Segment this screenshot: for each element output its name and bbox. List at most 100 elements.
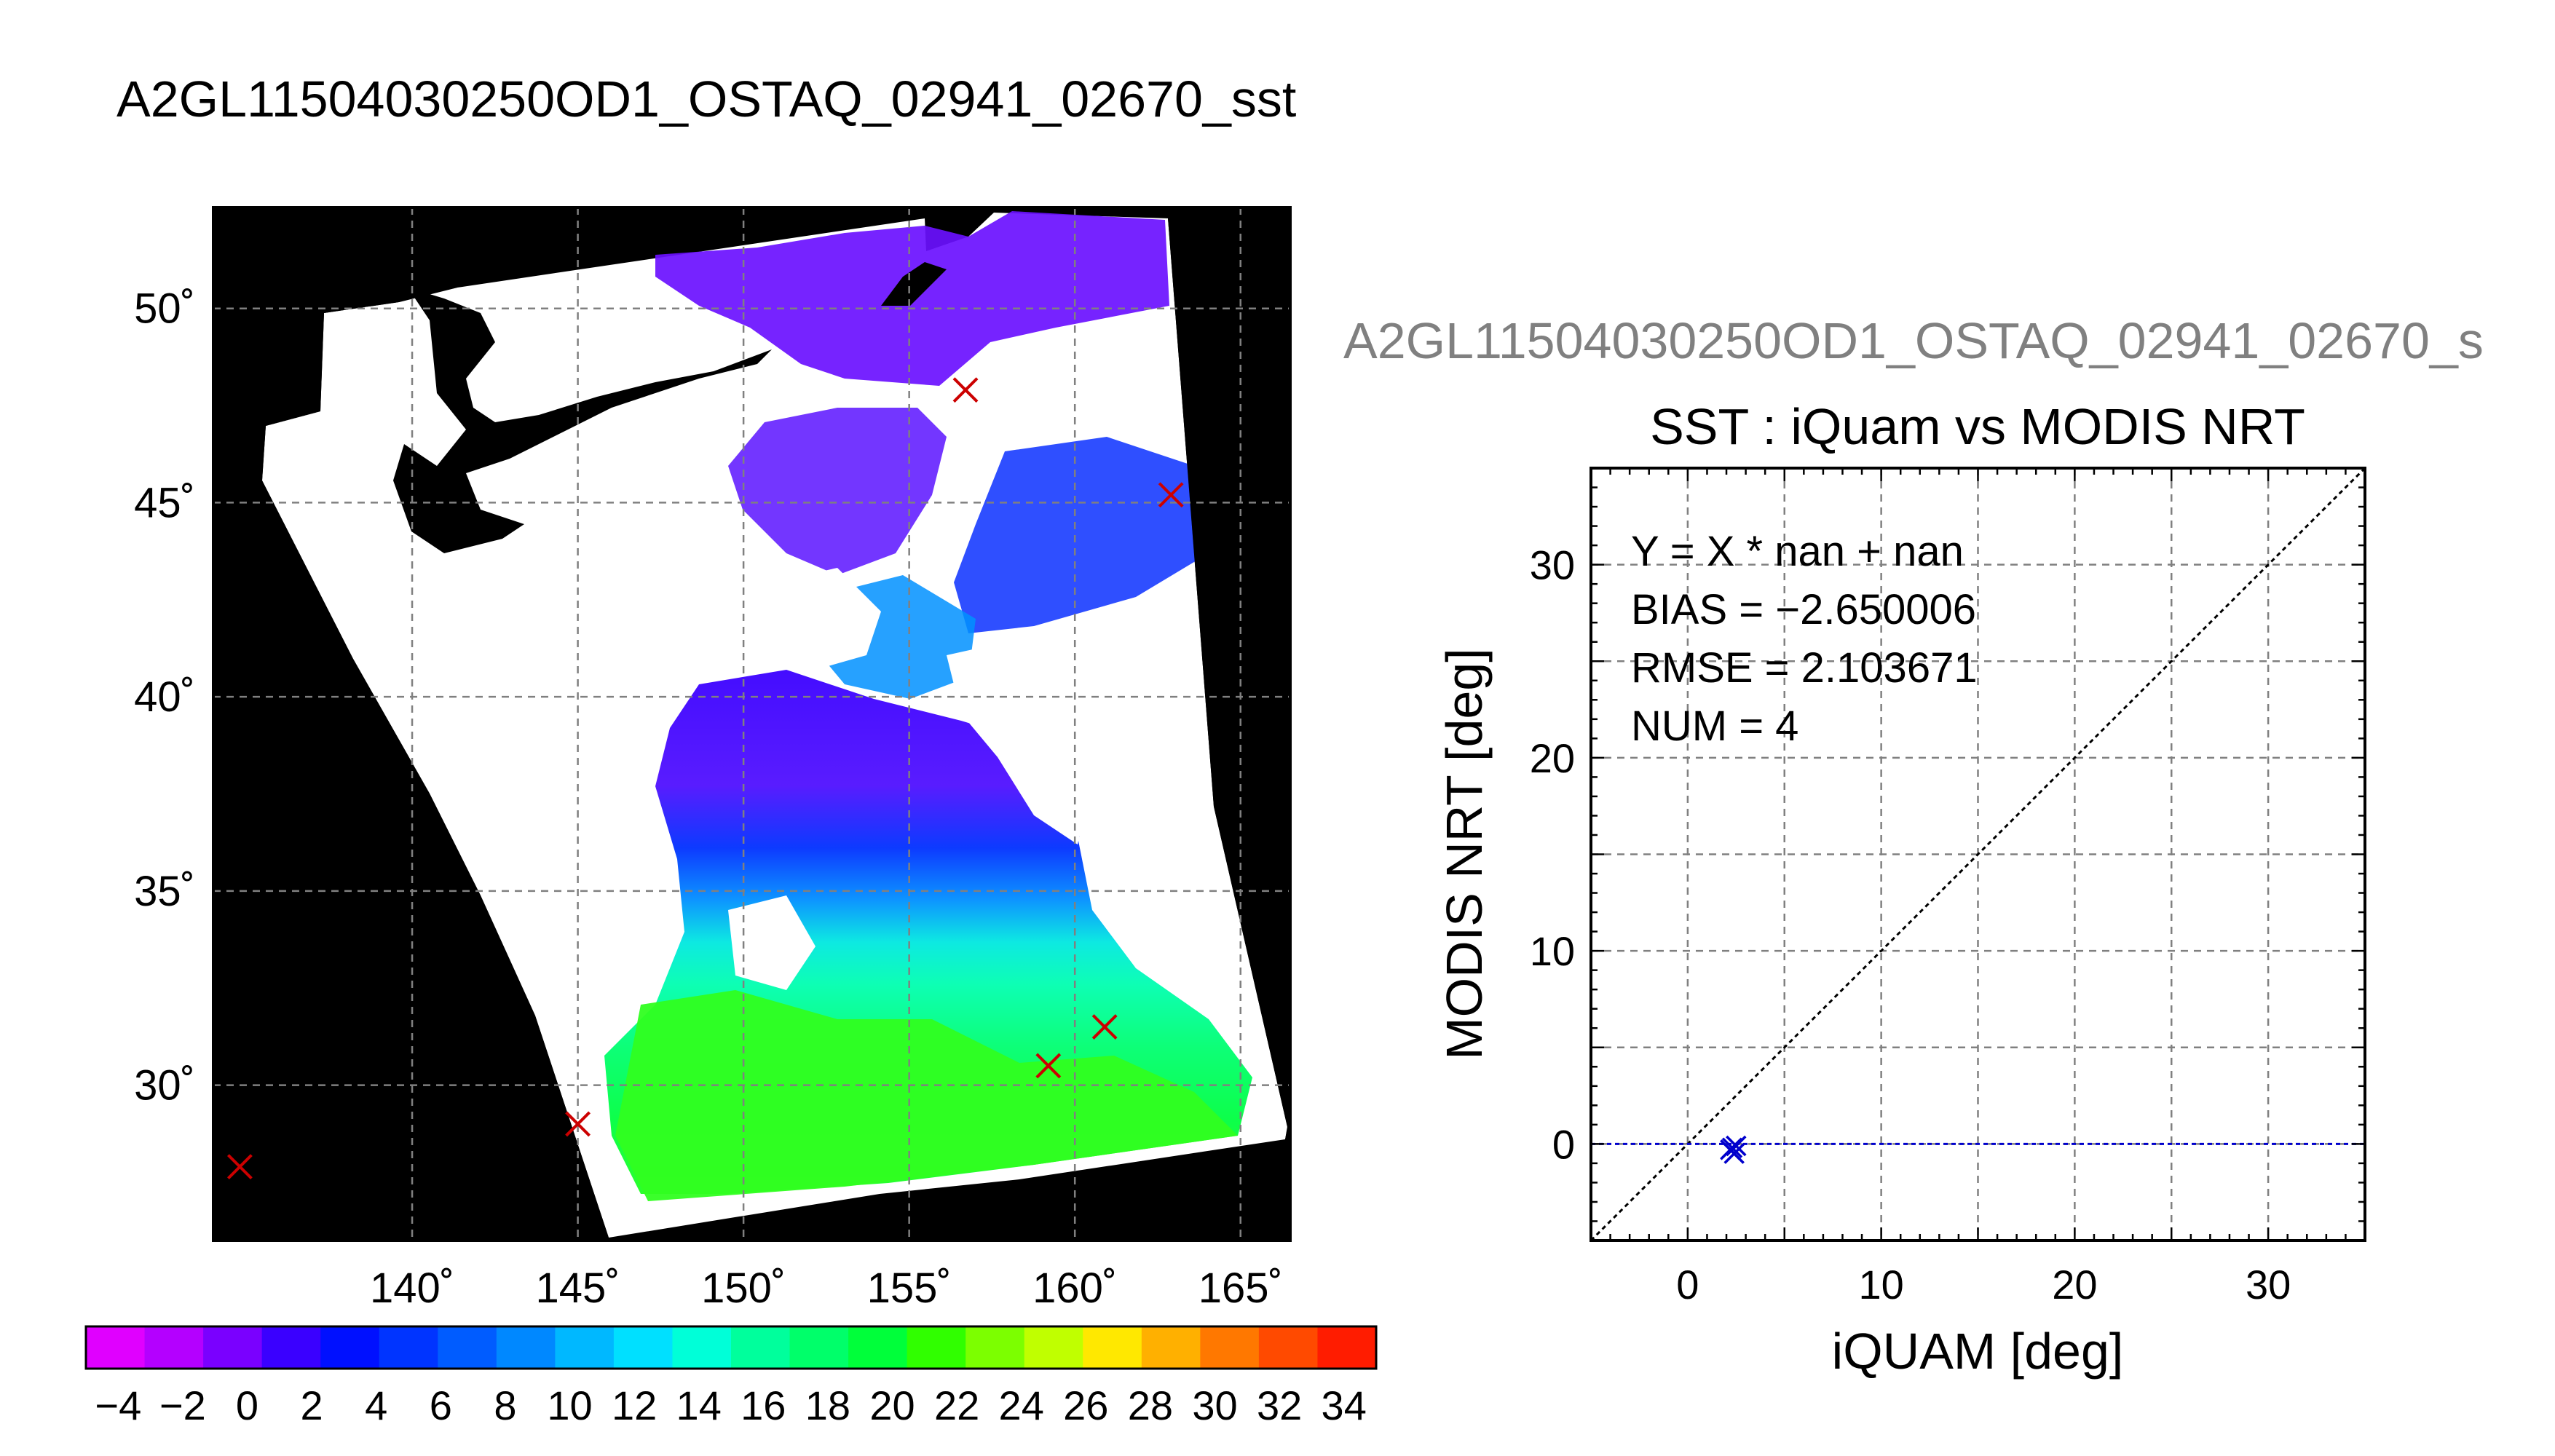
land-outer-left xyxy=(213,207,609,1241)
colorbar-cell xyxy=(144,1326,204,1369)
colorbar-cell xyxy=(1024,1326,1083,1369)
map-lon-tick-label: 145˚ xyxy=(536,1265,620,1312)
scatter-y-tick-label: 10 xyxy=(1530,928,1575,974)
map-matchup-marker xyxy=(952,377,979,403)
map-matchup-marker xyxy=(1091,1014,1118,1040)
scatter-y-tick-label: 30 xyxy=(1530,542,1575,588)
scatter-points xyxy=(1720,1135,1747,1164)
colorbar-tick-label: 4 xyxy=(365,1382,387,1428)
map-lat-tick-label: 35˚ xyxy=(134,868,195,915)
colorbar-cell xyxy=(86,1326,146,1369)
colorbar-tick-label: 12 xyxy=(612,1382,657,1428)
scatter-point xyxy=(1720,1139,1741,1160)
map-lat-tick-label: 40˚ xyxy=(134,673,195,721)
map-lon-tick-label: 150˚ xyxy=(701,1265,786,1312)
sst-okhotsk-region xyxy=(728,408,947,575)
colorbar-cell xyxy=(438,1326,497,1369)
map-matchup-marker xyxy=(565,1111,591,1137)
colorbar-tick-label: 6 xyxy=(430,1382,452,1428)
land-sakhalin-hokkaido xyxy=(393,288,772,553)
colorbar-cell xyxy=(965,1326,1025,1369)
scatter-stats: Y = X * nan + nan BIAS = −2.650006 RMSE = … xyxy=(1631,528,1978,750)
map-matchup-marker xyxy=(1158,482,1184,508)
scatter-reference-lines xyxy=(1591,468,2365,1241)
scatter-x-tick-label: 10 xyxy=(1858,1262,1903,1307)
colorbar-frame xyxy=(84,1325,1378,1370)
colorbar-cell xyxy=(907,1326,966,1369)
land-kamchatka-coast xyxy=(881,262,947,306)
colorbar-cell xyxy=(555,1326,615,1369)
scatter-stat-line: BIAS = −2.650006 xyxy=(1631,586,1976,633)
scatter-stat-line: RMSE = 2.103671 xyxy=(1631,644,1978,692)
colorbar-tick-label: −2 xyxy=(159,1382,206,1428)
scatter-ylabel: MODIS NRT [deg] xyxy=(1436,648,1493,1059)
colorbar-cell xyxy=(1258,1326,1318,1369)
colorbar-tick-label: 2 xyxy=(301,1382,323,1428)
sst-east-region xyxy=(954,437,1209,633)
scatter-y-tick-label: 0 xyxy=(1552,1121,1575,1167)
sst-colorbar: −4 −2 0 2 4 6 8 10 12 14 16 18 20 22 24 26 28 30 32 34 xyxy=(84,1325,1378,1428)
map-graticule xyxy=(213,207,1290,1241)
colorbar-tick-label: 28 xyxy=(1128,1382,1173,1428)
colorbar-cell xyxy=(203,1326,263,1369)
scatter-xlabel: iQUAM [deg] xyxy=(1832,1323,2124,1380)
map-matchup-marker xyxy=(226,1154,253,1180)
scatter-point xyxy=(1726,1135,1747,1157)
colorbar-cell xyxy=(379,1326,438,1369)
cloud-patch-1 xyxy=(772,568,881,670)
colorbar-cell xyxy=(613,1326,673,1369)
colorbar-cell xyxy=(320,1326,380,1369)
map-lat-tick-label: 45˚ xyxy=(134,479,195,526)
sst-scatter-panel: SST : iQuam vs MODIS NRT 0 10 20 300102030 … xyxy=(1436,398,2366,1380)
colorbar-tick-label: 10 xyxy=(547,1382,592,1428)
scatter-stat-line: Y = X * nan + nan xyxy=(1631,528,1964,575)
colorbar-tick-label: 30 xyxy=(1192,1382,1237,1428)
colorbar-cell xyxy=(261,1326,321,1369)
map-matchup-markers xyxy=(226,377,1184,1180)
scatter-minor-ticks xyxy=(1591,468,2365,1241)
one-to-one-line xyxy=(1591,468,2365,1241)
colorbar-cell xyxy=(848,1326,908,1369)
colorbar-tick-label: 8 xyxy=(494,1382,516,1428)
colorbar-tick-label: 14 xyxy=(676,1382,722,1428)
colorbar-tick-label: −4 xyxy=(95,1382,141,1428)
map-tick-labels: 140˚ 145˚ 150˚ 155˚ 160˚ 165˚ 50˚ 45˚ 40˚ 35˚ 30˚ xyxy=(134,285,1283,1312)
map-lon-tick-label: 165˚ xyxy=(1198,1265,1283,1312)
colorbar-cell xyxy=(731,1326,791,1369)
colorbar-tick-label: 22 xyxy=(934,1382,979,1428)
colorbar-cell xyxy=(789,1326,849,1369)
scatter-stat-line: NUM = 4 xyxy=(1631,703,1798,750)
colorbar-tick-label: 0 xyxy=(236,1382,258,1428)
land-outer-right xyxy=(1168,207,1290,1241)
cloud-patch-4 xyxy=(1078,815,1209,983)
map-matchup-marker xyxy=(1035,1053,1062,1079)
colorbar-cell xyxy=(672,1326,732,1369)
cloud-patch-3 xyxy=(728,895,816,990)
colorbar-tick-label: 26 xyxy=(1063,1382,1108,1428)
colorbar-cell xyxy=(496,1326,556,1369)
colorbar-cell xyxy=(1317,1326,1377,1369)
scatter-x-tick-label: 0 xyxy=(1676,1262,1699,1307)
map-lon-tick-label: 140˚ xyxy=(370,1265,454,1312)
sst-south-region xyxy=(615,990,1238,1201)
scatter-title: SST : iQuam vs MODIS NRT xyxy=(1650,398,2305,455)
map-frame xyxy=(212,206,1292,1242)
colorbar-tick-label: 24 xyxy=(999,1382,1044,1428)
colorbar-tick-label: 16 xyxy=(741,1382,786,1428)
scatter-x-tick-label: 30 xyxy=(2246,1262,2291,1307)
colorbar-cell xyxy=(1141,1326,1201,1369)
map-lat-tick-label: 50˚ xyxy=(134,285,195,333)
map-lon-tick-label: 155˚ xyxy=(867,1265,952,1312)
scatter-x-tick-label: 20 xyxy=(2052,1262,2097,1307)
colorbar-cell xyxy=(1200,1326,1260,1369)
main-title: A2GL11504030250OD1_OSTAQ_02941_02670_sst xyxy=(117,71,1297,127)
colorbar-tick-label: 34 xyxy=(1322,1382,1367,1428)
sst-map-panel: 140˚ 145˚ 150˚ 155˚ 160˚ 165˚ 50˚ 45˚ 40˚ 35˚ 30˚ xyxy=(134,206,1292,1312)
map-lon-tick-label: 160˚ xyxy=(1032,1265,1117,1312)
cloud-patch-2 xyxy=(947,641,1092,844)
map-lat-tick-label: 30˚ xyxy=(134,1062,195,1109)
colorbar-tick-label: 20 xyxy=(869,1382,915,1428)
scatter-suptitle: A2GL11504030250OD1_OSTAQ_02941_02670_s xyxy=(1343,312,2484,369)
colorbar-tick-label: 32 xyxy=(1257,1382,1302,1428)
